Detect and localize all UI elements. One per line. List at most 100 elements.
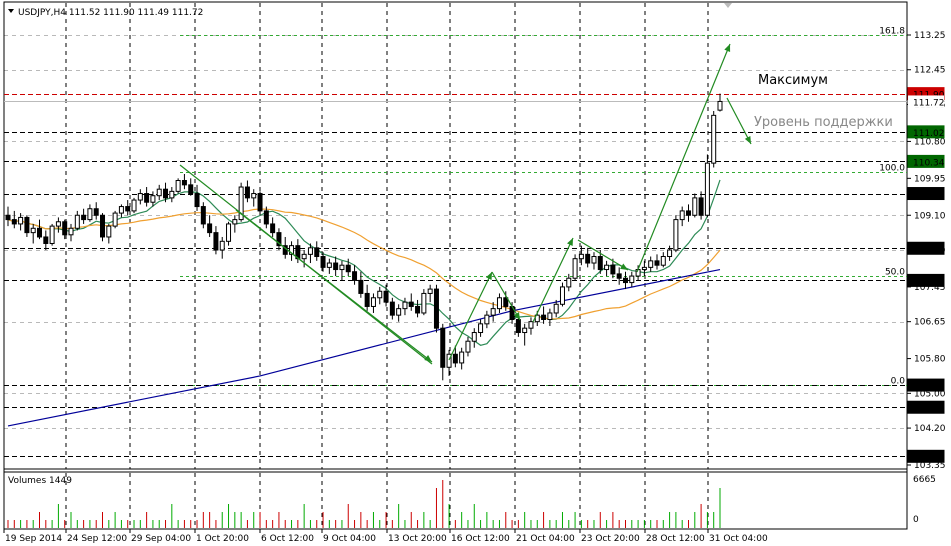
arrow-head-icon [513, 312, 520, 320]
candle-bear [585, 253, 591, 264]
candle-bull [459, 351, 465, 364]
candle-bull [307, 247, 313, 255]
price-tick-label: 109.10 [914, 211, 946, 221]
plot-frame [3, 1, 908, 530]
candles [5, 93, 723, 381]
chart-shift-icon [724, 3, 732, 8]
candle-bear [81, 214, 87, 221]
candle-bull [522, 327, 528, 334]
candle-bear [333, 262, 339, 271]
candle-bear [270, 223, 276, 234]
candle-bull [55, 221, 61, 227]
candle-bull [30, 227, 36, 234]
candle-bull [118, 206, 124, 214]
price-tag [907, 378, 945, 392]
candle-bull [131, 199, 137, 212]
price-tag [907, 273, 945, 287]
candle-bull [679, 210, 685, 221]
time-tick-label: 16 Oct 12:00 [451, 534, 510, 544]
candle-bull [667, 249, 673, 258]
trend-arrow [448, 271, 493, 361]
candle-bull [150, 195, 156, 203]
candle-bull [421, 292, 427, 314]
candle-bear [685, 210, 691, 216]
candle-bull [629, 275, 635, 284]
candle-bull [232, 219, 238, 225]
time-tick-label: 6 Oct 12:00 [261, 534, 314, 544]
candle-bull [238, 186, 244, 221]
arrow-head-icon [485, 272, 492, 280]
price-tag-label: 105.19 [913, 382, 945, 392]
trend-arrow [532, 237, 574, 323]
time-tick-label: 24 Sep 12:00 [67, 534, 127, 544]
symbol-header: USDJPY,H4 111.52 111.90 111.49 111.72 [18, 8, 203, 18]
price-tag [907, 187, 945, 201]
price-tag-label: 107.60 [913, 277, 945, 287]
arrow-head-icon [567, 238, 573, 246]
candle-bull [604, 264, 610, 271]
candle-bear [345, 264, 351, 273]
candle-bear [181, 180, 187, 186]
candle-bear [62, 221, 68, 236]
candle-bear [213, 232, 219, 251]
candle-bull [219, 240, 225, 251]
price-tick-label: 110.80 [914, 137, 946, 147]
candle-bear [24, 216, 30, 234]
price-tick-label: 103.35 [914, 461, 946, 471]
price-tag [907, 241, 945, 255]
candle-bear [207, 223, 213, 234]
price-tick-label: 109.95 [914, 174, 946, 184]
candle-bear [37, 227, 43, 238]
candle-bull [572, 258, 578, 279]
dropdown-triangle-icon[interactable] [8, 9, 14, 13]
candle-bear [503, 297, 509, 307]
fibo-label: 100.0 [879, 164, 905, 174]
candle-bear [698, 197, 704, 216]
time-tick-label: 9 Oct 04:00 [323, 534, 376, 544]
candle-bull [591, 256, 597, 264]
candle-bull [156, 188, 162, 197]
candle-bull [169, 190, 175, 199]
trend-arrow [235, 209, 433, 363]
candle-bull [377, 290, 383, 299]
fibo-label: 50.0 [885, 268, 905, 278]
candle-bear [408, 301, 414, 307]
volume-header: Volumes 1449 [8, 476, 72, 486]
candle-bull [711, 114, 717, 164]
price-tag-label: 103.55 [913, 453, 945, 463]
moving-averages [7, 179, 721, 427]
time-tick-label: 23 Oct 20:00 [581, 534, 640, 544]
candle-bull [465, 340, 471, 353]
candle-bull [496, 297, 502, 310]
fibo-label: 0.0 [891, 377, 906, 387]
candle-bull [490, 308, 496, 316]
candle-bull [641, 266, 647, 271]
candle-bear [11, 219, 17, 225]
candle-bear [244, 186, 250, 199]
price-tag [908, 95, 944, 108]
candle-bull [559, 286, 565, 305]
price-tick-label: 107.45 [914, 283, 946, 293]
price-tag [907, 449, 945, 463]
candle-bull [87, 208, 93, 221]
candle-bear [415, 305, 421, 314]
candle-bear [352, 271, 358, 281]
volume-frame [3, 471, 908, 530]
price-tag-label: 111.02 [913, 129, 945, 139]
candle-bear [43, 236, 49, 244]
trend-arrow [577, 239, 629, 271]
candle-bull [396, 308, 402, 316]
candle-bear [194, 193, 200, 208]
candle-bear [452, 353, 458, 364]
support-label: Уровень поддержки [754, 115, 893, 130]
price-tag [907, 400, 945, 414]
candle-bull [704, 162, 710, 216]
candle-bear [610, 264, 616, 275]
fibo-label: 161.8 [879, 27, 905, 37]
candle-bull [68, 227, 74, 236]
price-tag [907, 125, 945, 139]
moving-average-30 [7, 208, 721, 320]
time-tick-label: 19 Sep 2014 [5, 534, 62, 544]
candle-bull [660, 256, 666, 266]
